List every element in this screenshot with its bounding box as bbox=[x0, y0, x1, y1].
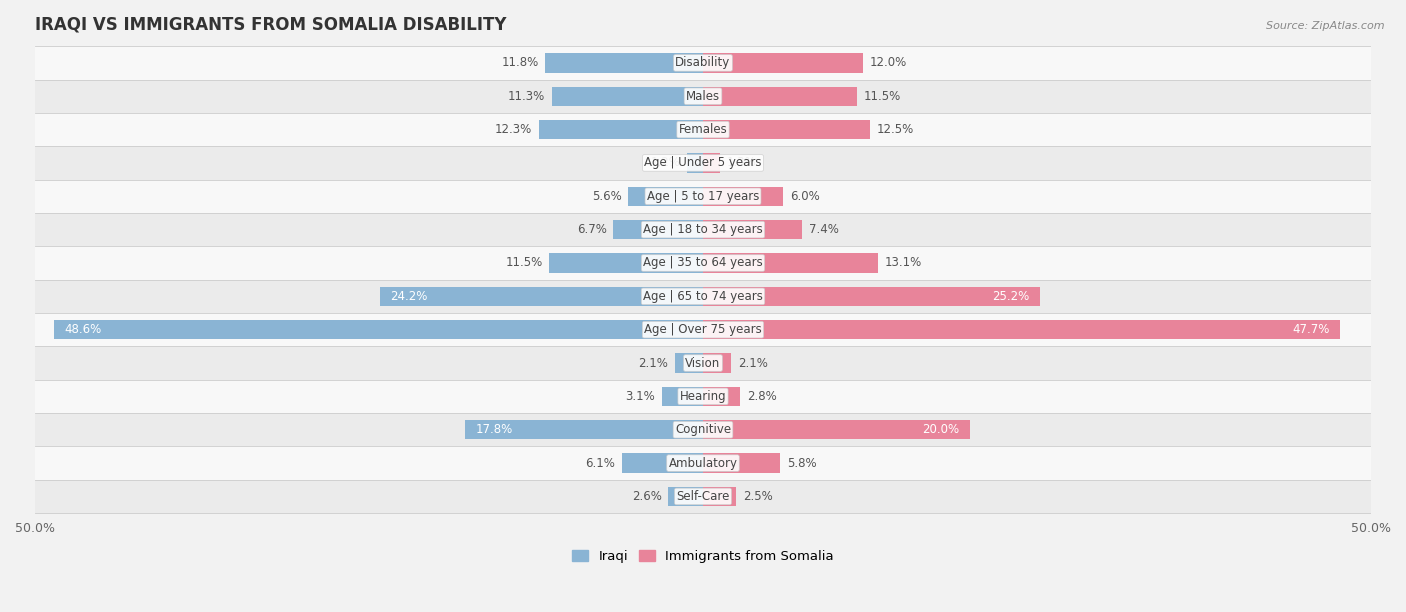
Text: 5.8%: 5.8% bbox=[787, 457, 817, 469]
Text: 25.2%: 25.2% bbox=[991, 290, 1029, 303]
Bar bbox=[675, 353, 703, 373]
Bar bbox=[35, 47, 1371, 80]
Bar bbox=[688, 153, 703, 173]
Bar bbox=[35, 246, 1371, 280]
Bar bbox=[35, 179, 1371, 213]
Bar bbox=[35, 413, 1371, 446]
Bar bbox=[35, 146, 1371, 179]
Text: 17.8%: 17.8% bbox=[475, 424, 513, 436]
Bar bbox=[668, 487, 703, 506]
Bar bbox=[703, 420, 970, 439]
Text: Disability: Disability bbox=[675, 56, 731, 69]
Bar bbox=[613, 220, 703, 239]
Text: 12.5%: 12.5% bbox=[877, 123, 914, 136]
Bar bbox=[703, 220, 801, 239]
Text: Females: Females bbox=[679, 123, 727, 136]
Bar bbox=[703, 387, 741, 406]
Text: 2.5%: 2.5% bbox=[744, 490, 773, 503]
Text: 6.0%: 6.0% bbox=[790, 190, 820, 203]
Bar bbox=[703, 120, 870, 140]
Bar bbox=[35, 313, 1371, 346]
Text: Age | Under 5 years: Age | Under 5 years bbox=[644, 157, 762, 170]
Text: 11.8%: 11.8% bbox=[502, 56, 538, 69]
Bar bbox=[35, 113, 1371, 146]
Bar bbox=[703, 86, 856, 106]
Bar bbox=[553, 86, 703, 106]
Text: Source: ZipAtlas.com: Source: ZipAtlas.com bbox=[1267, 21, 1385, 31]
Bar bbox=[662, 387, 703, 406]
Text: 6.1%: 6.1% bbox=[585, 457, 614, 469]
Text: 11.5%: 11.5% bbox=[863, 90, 901, 103]
Bar bbox=[465, 420, 703, 439]
Text: 24.2%: 24.2% bbox=[391, 290, 427, 303]
Bar bbox=[35, 80, 1371, 113]
Text: 11.3%: 11.3% bbox=[508, 90, 546, 103]
Text: 1.2%: 1.2% bbox=[651, 157, 681, 170]
Text: Age | 35 to 64 years: Age | 35 to 64 years bbox=[643, 256, 763, 269]
Bar bbox=[380, 286, 703, 306]
Bar bbox=[703, 453, 780, 472]
Bar bbox=[35, 446, 1371, 480]
Text: 1.3%: 1.3% bbox=[727, 157, 756, 170]
Legend: Iraqi, Immigrants from Somalia: Iraqi, Immigrants from Somalia bbox=[568, 546, 838, 567]
Text: 48.6%: 48.6% bbox=[65, 323, 101, 336]
Text: IRAQI VS IMMIGRANTS FROM SOMALIA DISABILITY: IRAQI VS IMMIGRANTS FROM SOMALIA DISABIL… bbox=[35, 15, 506, 33]
Text: Hearing: Hearing bbox=[679, 390, 727, 403]
Bar bbox=[703, 153, 720, 173]
Bar bbox=[621, 453, 703, 472]
Text: 2.1%: 2.1% bbox=[638, 357, 668, 370]
Bar bbox=[703, 53, 863, 73]
Text: Age | 65 to 74 years: Age | 65 to 74 years bbox=[643, 290, 763, 303]
Text: 6.7%: 6.7% bbox=[576, 223, 607, 236]
Text: 20.0%: 20.0% bbox=[922, 424, 959, 436]
Bar bbox=[703, 320, 1340, 340]
Text: 12.0%: 12.0% bbox=[870, 56, 907, 69]
Bar bbox=[53, 320, 703, 340]
Text: 5.6%: 5.6% bbox=[592, 190, 621, 203]
Bar bbox=[35, 280, 1371, 313]
Text: 11.5%: 11.5% bbox=[505, 256, 543, 269]
Text: 13.1%: 13.1% bbox=[884, 256, 922, 269]
Text: 2.6%: 2.6% bbox=[631, 490, 662, 503]
Bar bbox=[546, 53, 703, 73]
Text: 12.3%: 12.3% bbox=[495, 123, 531, 136]
Text: Males: Males bbox=[686, 90, 720, 103]
Text: 2.8%: 2.8% bbox=[747, 390, 778, 403]
Bar bbox=[628, 187, 703, 206]
Bar bbox=[35, 379, 1371, 413]
Bar bbox=[703, 353, 731, 373]
Bar bbox=[35, 480, 1371, 513]
Bar bbox=[550, 253, 703, 273]
Bar bbox=[703, 253, 877, 273]
Bar bbox=[703, 187, 783, 206]
Bar bbox=[703, 286, 1039, 306]
Bar bbox=[35, 213, 1371, 246]
Text: Age | 5 to 17 years: Age | 5 to 17 years bbox=[647, 190, 759, 203]
Bar bbox=[35, 346, 1371, 379]
Text: Ambulatory: Ambulatory bbox=[668, 457, 738, 469]
Text: 7.4%: 7.4% bbox=[808, 223, 838, 236]
Text: Cognitive: Cognitive bbox=[675, 424, 731, 436]
Text: 47.7%: 47.7% bbox=[1292, 323, 1330, 336]
Text: Vision: Vision bbox=[685, 357, 721, 370]
Text: Self-Care: Self-Care bbox=[676, 490, 730, 503]
Text: 3.1%: 3.1% bbox=[626, 390, 655, 403]
Bar bbox=[538, 120, 703, 140]
Text: Age | Over 75 years: Age | Over 75 years bbox=[644, 323, 762, 336]
Text: Age | 18 to 34 years: Age | 18 to 34 years bbox=[643, 223, 763, 236]
Text: 2.1%: 2.1% bbox=[738, 357, 768, 370]
Bar bbox=[703, 487, 737, 506]
